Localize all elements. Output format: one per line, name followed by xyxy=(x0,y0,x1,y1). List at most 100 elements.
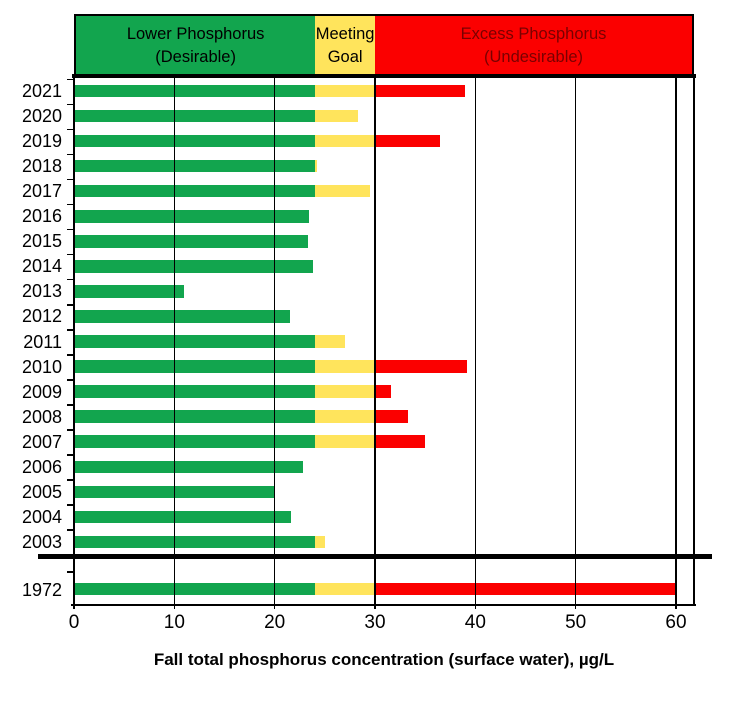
year-label-2008: 2008 xyxy=(21,406,62,427)
bar-2007-green xyxy=(74,435,315,448)
y-axis-tick xyxy=(67,153,74,156)
y-axis-tick xyxy=(67,479,74,481)
y-axis-tick xyxy=(67,554,74,557)
bar-2004-green xyxy=(74,510,291,524)
year-label-2021: 2021 xyxy=(21,81,62,101)
bar-2010-green xyxy=(74,360,315,373)
bar-2020-green xyxy=(74,109,315,123)
bar-2007-red xyxy=(375,435,426,448)
bar-2003-green xyxy=(74,535,315,549)
year-label-1972: 1972 xyxy=(21,579,62,600)
y-axis-tick xyxy=(67,253,74,256)
y-axis-tick xyxy=(67,504,74,506)
zone-lower-phosphorus: Lower Phosphorus (Desirable) xyxy=(76,16,316,75)
gridline-40 xyxy=(474,77,477,609)
y-axis-tick xyxy=(67,404,74,406)
zone-meeting-goal-label-line2: Goal xyxy=(327,47,363,66)
bar-2010-red xyxy=(375,360,468,373)
x-tick-label-10: 10 xyxy=(163,612,185,633)
bar-2019-green xyxy=(74,134,315,148)
bar-2017-green xyxy=(74,184,315,198)
bar-2009-yellow xyxy=(314,385,375,398)
bar-2008-green xyxy=(74,410,315,423)
bar-2007-yellow xyxy=(314,435,375,448)
bar-2012-green xyxy=(74,310,290,323)
x-axis-title: Fall total phosphorus concentration (sur… xyxy=(153,650,615,669)
bar-1972-yellow xyxy=(314,582,375,595)
bar-2009-red xyxy=(375,385,392,398)
plot-right-border xyxy=(692,77,695,606)
bar-2010-yellow xyxy=(314,360,375,373)
y-axis-tick xyxy=(67,329,74,331)
bar-2021-yellow xyxy=(314,84,375,98)
y-axis-tick xyxy=(67,454,74,456)
y-axis-tick xyxy=(67,203,74,206)
year-label-2006: 2006 xyxy=(21,456,62,477)
year-label-2009: 2009 xyxy=(21,381,62,402)
bar-2011-green xyxy=(74,335,315,348)
bar-2011-yellow xyxy=(314,335,345,348)
y-axis-tick xyxy=(67,529,74,531)
x-axis-line xyxy=(71,604,696,606)
year-label-2013: 2013 xyxy=(21,281,62,302)
year-label-2016: 2016 xyxy=(21,206,62,227)
gridline-50 xyxy=(574,77,577,609)
zone-legend-band: Lower Phosphorus (Desirable) Meeting Goa… xyxy=(74,14,694,77)
x-tick-label-30: 30 xyxy=(364,612,386,633)
x-tick-label-20: 20 xyxy=(264,612,286,633)
year-label-2003: 2003 xyxy=(21,531,62,552)
bar-2015-green xyxy=(74,235,308,248)
year-label-2020: 2020 xyxy=(21,106,62,127)
bar-1972-red xyxy=(375,582,676,595)
gridline-20 xyxy=(273,77,276,609)
y-axis-tick xyxy=(67,178,74,181)
y-axis-tick xyxy=(67,379,74,381)
zone-excess-phosphorus-label-line2: (Undesirable) xyxy=(483,47,584,66)
y-axis-tick xyxy=(67,278,74,281)
bar-2019-red xyxy=(375,134,441,148)
zone-meeting-goal-label-line1: Meeting xyxy=(315,24,375,43)
year-label-2015: 2015 xyxy=(21,231,62,252)
year-label-2018: 2018 xyxy=(21,156,62,177)
zone-excess-phosphorus-label-line1: Excess Phosphorus xyxy=(460,24,607,43)
zone-excess-phosphorus: Excess Phosphorus (Undesirable) xyxy=(375,16,692,75)
bar-1972-green xyxy=(74,582,315,595)
bar-2021-red xyxy=(375,84,466,98)
bar-2008-red xyxy=(375,410,409,423)
bar-2003-yellow xyxy=(314,535,325,549)
bar-2017-yellow xyxy=(314,184,370,198)
gridline-10 xyxy=(173,77,176,609)
gridline-60 xyxy=(675,77,677,609)
bar-2020-yellow xyxy=(314,109,358,123)
y-axis-tick xyxy=(67,228,74,231)
year-label-2004: 2004 xyxy=(21,506,62,527)
bar-2005-green xyxy=(74,485,275,499)
year-label-2007: 2007 xyxy=(21,431,62,452)
x-tick-label-40: 40 xyxy=(464,612,486,633)
y-axis-tick xyxy=(67,78,74,81)
bar-2021-green xyxy=(74,84,315,98)
year-label-2019: 2019 xyxy=(21,131,62,152)
bar-2013-green xyxy=(74,285,185,298)
y-axis-tick xyxy=(67,571,74,573)
x-tick-label-60: 60 xyxy=(665,612,687,633)
bar-2009-green xyxy=(74,385,315,398)
bar-2006-green xyxy=(74,460,303,474)
y-axis-tick xyxy=(67,128,74,131)
y-axis-tick xyxy=(67,103,74,106)
y-axis-tick xyxy=(67,354,74,356)
x-tick-label-0: 0 xyxy=(68,612,80,633)
bar-2018-green xyxy=(74,159,315,173)
year-label-2017: 2017 xyxy=(21,181,62,202)
y-axis-tick xyxy=(67,429,74,431)
bar-2014-green xyxy=(74,260,313,273)
zone-lower-phosphorus-label-line2: (Desirable) xyxy=(155,47,236,66)
bar-2016-green xyxy=(74,210,309,223)
bar-2019-yellow xyxy=(314,134,375,148)
year-label-2011: 2011 xyxy=(23,331,62,352)
y-axis-line xyxy=(72,77,75,609)
zone-meeting-goal: Meeting Goal xyxy=(315,16,376,75)
